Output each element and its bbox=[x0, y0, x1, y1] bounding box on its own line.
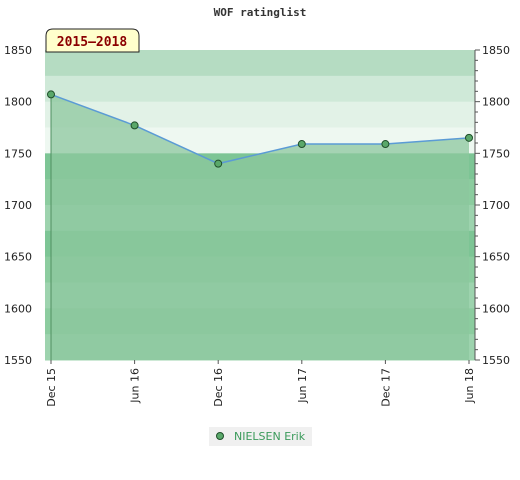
data-point bbox=[465, 133, 473, 142]
series-line bbox=[50, 93, 470, 165]
legend-label: NIELSEN Erik bbox=[234, 430, 306, 443]
data-point bbox=[47, 90, 55, 99]
legend-marker bbox=[216, 432, 224, 440]
data-point bbox=[130, 121, 139, 130]
y-tick-label-right: 1600 bbox=[482, 302, 510, 315]
y-tick-label-left: 1800 bbox=[4, 96, 32, 109]
legend: NIELSEN Erik bbox=[209, 427, 312, 446]
grid-band bbox=[45, 50, 475, 77]
y-axis-right: 1550 1600 1650 1700 1750 1800 1850 bbox=[474, 44, 510, 367]
y-tick-label-left: 1850 bbox=[4, 44, 32, 57]
x-tick-label: Jun 16 bbox=[129, 368, 142, 404]
data-point bbox=[297, 140, 306, 149]
x-tick-label: Jun 17 bbox=[296, 368, 309, 404]
legend-box bbox=[209, 427, 312, 446]
x-tick-label: Dec 16 bbox=[212, 368, 225, 407]
y-tick-label-right: 1750 bbox=[482, 147, 510, 160]
period-badge-shape bbox=[45, 28, 140, 53]
period-badge: 2015–2018 bbox=[45, 28, 140, 53]
x-tick-label: Dec 17 bbox=[379, 368, 392, 407]
data-point bbox=[381, 140, 390, 149]
x-tick-label: Dec 15 bbox=[45, 368, 58, 407]
y-tick-label-left: 1550 bbox=[4, 354, 32, 367]
line-layer bbox=[50, 93, 470, 165]
chart-title: WOF ratinglist bbox=[214, 6, 307, 19]
data-point bbox=[214, 159, 223, 168]
series-area bbox=[51, 94, 469, 360]
x-tick-label: Jun 18 bbox=[463, 368, 476, 404]
points-layer bbox=[47, 90, 473, 168]
area-layer bbox=[50, 94, 469, 360]
y-tick-label-left: 1650 bbox=[4, 251, 32, 264]
y-tick-label-left: 1700 bbox=[4, 199, 32, 212]
x-axis: Dec 15 Jun 16 Dec 16 Jun 17 Dec 17 Jun 18 bbox=[45, 360, 476, 407]
grid-band bbox=[45, 75, 475, 103]
y-tick-label-right: 1550 bbox=[482, 354, 510, 367]
y-tick-label-right: 1650 bbox=[482, 251, 510, 264]
y-axis-left: 1550 1600 1650 1700 1750 1800 1850 bbox=[4, 44, 32, 367]
y-tick-label-right: 1800 bbox=[482, 96, 510, 109]
y-tick-label-right: 1850 bbox=[482, 44, 510, 57]
y-tick-label-left: 1750 bbox=[4, 147, 32, 160]
period-badge-text: 2015–2018 bbox=[57, 35, 128, 50]
y-tick-label-right: 1700 bbox=[482, 199, 510, 212]
y-tick-label-left: 1600 bbox=[4, 302, 32, 315]
